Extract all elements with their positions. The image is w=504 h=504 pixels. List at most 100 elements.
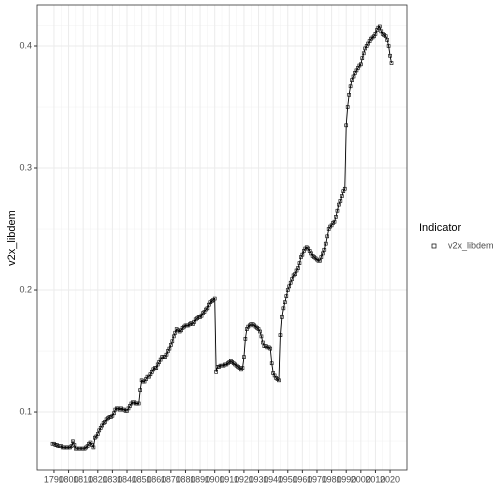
data-point bbox=[138, 388, 142, 392]
x-tick-label: 1790 bbox=[44, 474, 64, 484]
data-point bbox=[284, 294, 289, 298]
legend-marker bbox=[431, 243, 437, 249]
data-point bbox=[338, 199, 343, 203]
data-point bbox=[361, 51, 366, 56]
data-point bbox=[171, 334, 176, 339]
x-tick-label: 1970 bbox=[307, 474, 327, 484]
y-tick-label: 0.3 bbox=[19, 162, 32, 172]
data-point bbox=[95, 432, 100, 436]
x-tick-label: 1950 bbox=[278, 474, 298, 484]
data-point bbox=[112, 411, 116, 416]
data-point bbox=[259, 334, 264, 339]
data-point bbox=[91, 445, 96, 450]
data-point bbox=[280, 315, 284, 319]
x-tick-label: 1880 bbox=[175, 474, 195, 484]
data-point bbox=[340, 194, 344, 198]
legend-title: Indicator bbox=[419, 222, 462, 234]
data-point bbox=[360, 56, 365, 60]
data-point bbox=[342, 186, 347, 191]
legend-label: v2x_libdem bbox=[448, 240, 494, 250]
data-point bbox=[335, 208, 340, 213]
data-point bbox=[288, 280, 293, 285]
data-point bbox=[71, 439, 75, 444]
x-tick-label: 1820 bbox=[88, 474, 108, 484]
y-tick-label: 0.2 bbox=[19, 284, 32, 294]
data-point bbox=[345, 105, 350, 109]
data-point bbox=[281, 306, 286, 311]
data-point bbox=[169, 343, 173, 347]
data-point bbox=[240, 366, 245, 370]
x-tick-label: 1910 bbox=[219, 474, 239, 484]
data-point bbox=[386, 44, 391, 48]
data-point bbox=[322, 247, 327, 252]
data-point bbox=[72, 443, 77, 447]
x-tick-label: 1800 bbox=[59, 474, 79, 484]
data-point bbox=[359, 62, 363, 67]
data-point bbox=[293, 272, 297, 276]
x-tick-label: 1830 bbox=[102, 474, 122, 484]
data-point bbox=[287, 284, 292, 289]
x-tick-label: 1900 bbox=[205, 474, 225, 484]
data-point bbox=[297, 261, 302, 265]
data-point bbox=[277, 378, 281, 383]
data-point bbox=[296, 266, 300, 270]
data-point bbox=[243, 337, 248, 341]
panel-border bbox=[36, 4, 408, 471]
data-point bbox=[285, 288, 290, 292]
data-point bbox=[385, 38, 389, 42]
x-tick-label: 1870 bbox=[161, 474, 181, 484]
data-point bbox=[205, 306, 210, 311]
data-point bbox=[323, 241, 328, 246]
data-point bbox=[261, 340, 265, 345]
x-tick-label: 2020 bbox=[380, 474, 400, 484]
data-point bbox=[334, 215, 338, 219]
data-point bbox=[214, 369, 218, 374]
data-point bbox=[332, 219, 337, 224]
data-point bbox=[348, 84, 353, 89]
x-tick-label: 1840 bbox=[117, 474, 137, 484]
data-point bbox=[167, 346, 172, 351]
data-point bbox=[258, 329, 262, 334]
x-tick-label: 2000 bbox=[351, 474, 371, 484]
data-point bbox=[164, 352, 169, 357]
x-tick-label: 1890 bbox=[190, 474, 210, 484]
data-point bbox=[154, 366, 159, 370]
data-point bbox=[378, 24, 382, 29]
data-point bbox=[319, 255, 324, 259]
y-tick-label: 0.4 bbox=[19, 40, 32, 50]
y-tick-label: 0.1 bbox=[19, 406, 32, 416]
x-tick-label: 1940 bbox=[263, 474, 283, 484]
data-point bbox=[337, 202, 341, 207]
data-point bbox=[373, 31, 378, 36]
data-point bbox=[321, 251, 325, 256]
x-tick-label: 2010 bbox=[365, 474, 385, 484]
data-point bbox=[388, 53, 392, 58]
data-point bbox=[351, 74, 356, 79]
data-point bbox=[290, 277, 294, 281]
data-point bbox=[344, 123, 349, 128]
data-point bbox=[283, 300, 287, 305]
data-point bbox=[278, 333, 283, 337]
data-point bbox=[212, 296, 217, 301]
data-point bbox=[350, 78, 354, 82]
data-point bbox=[173, 330, 178, 335]
x-tick-label: 1980 bbox=[322, 474, 342, 484]
data-point bbox=[389, 61, 394, 65]
data-point bbox=[242, 355, 246, 359]
data-point bbox=[269, 361, 274, 366]
data-point bbox=[170, 339, 175, 344]
data-point bbox=[347, 93, 351, 97]
data-point bbox=[268, 346, 273, 351]
x-tick-label: 1920 bbox=[234, 474, 254, 484]
x-tick-label: 1850 bbox=[132, 474, 152, 484]
data-point bbox=[325, 234, 330, 239]
y-axis-label: v2x_libdem bbox=[6, 210, 18, 266]
x-tick-label: 1960 bbox=[292, 474, 312, 484]
x-tick-label: 1930 bbox=[249, 474, 269, 484]
data-point bbox=[318, 258, 322, 263]
data-point bbox=[136, 401, 141, 406]
x-tick-label: 1990 bbox=[336, 474, 356, 484]
data-point bbox=[300, 252, 305, 257]
x-tick-label: 1810 bbox=[73, 474, 93, 484]
